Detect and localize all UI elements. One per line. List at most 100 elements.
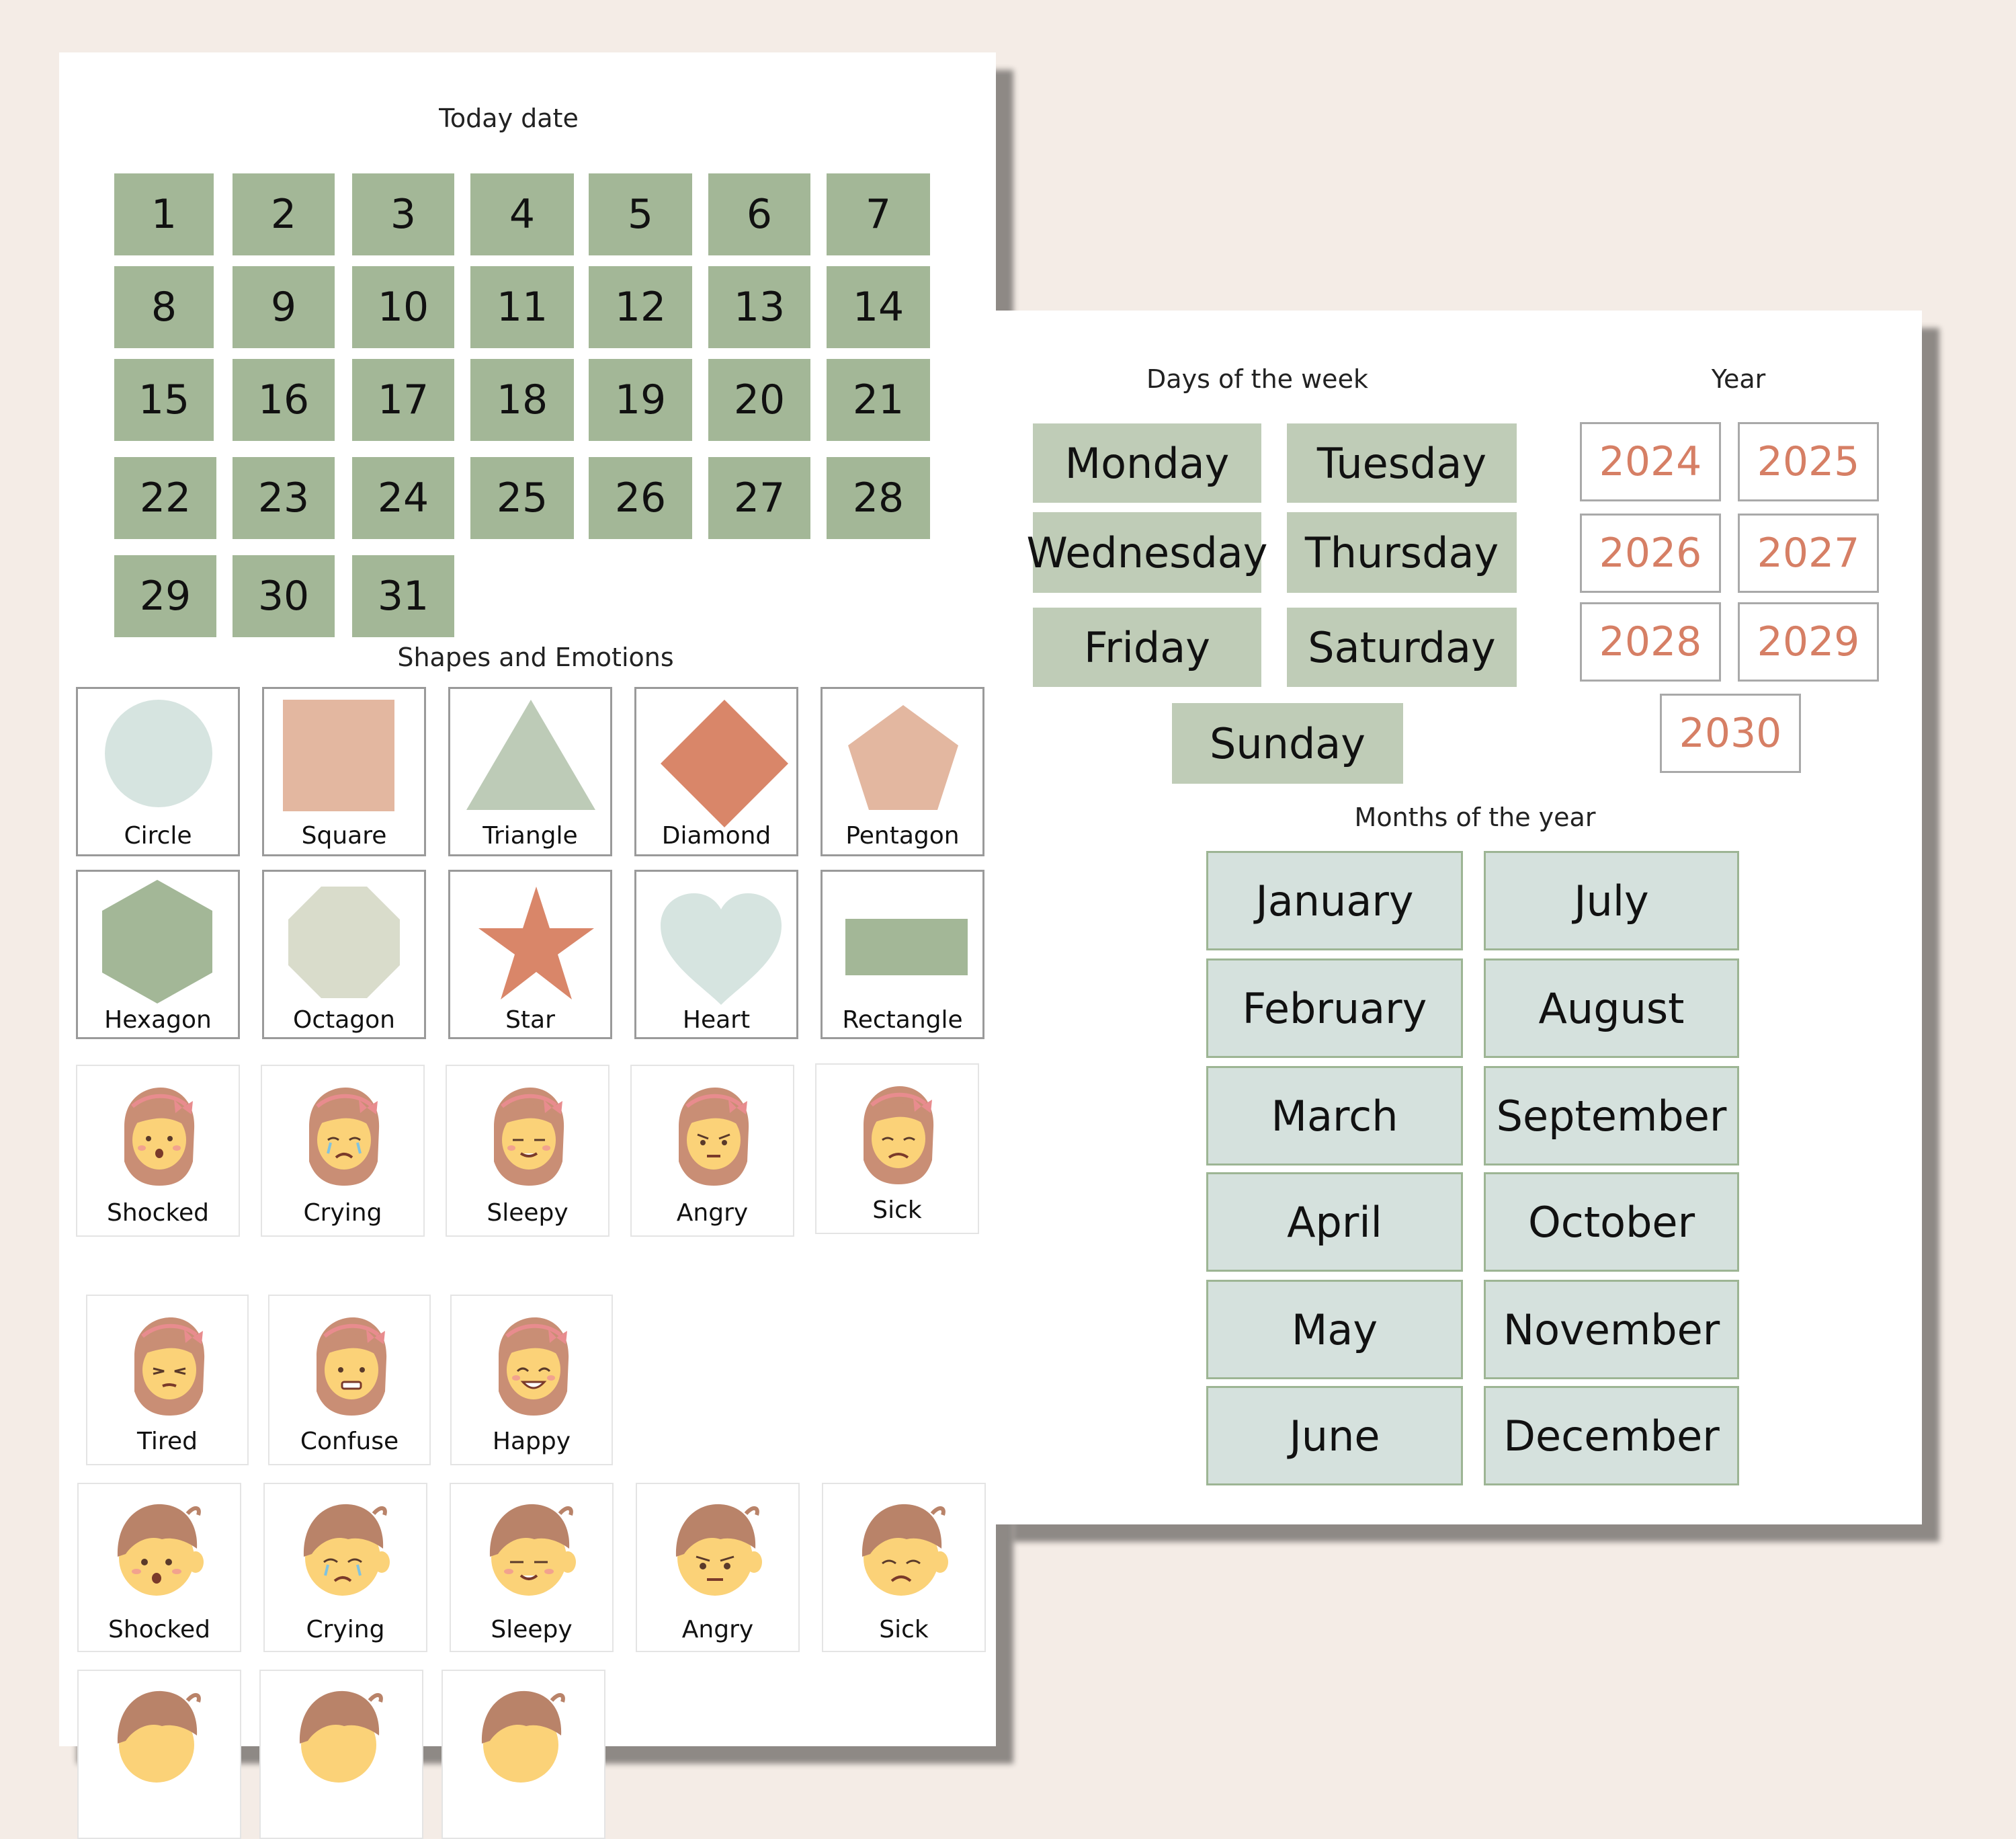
shape-label: Triangle bbox=[482, 822, 578, 850]
emotion-card-girl-crying: Crying bbox=[261, 1065, 425, 1237]
day-number-card: 26 bbox=[589, 457, 692, 539]
month-card: August bbox=[1484, 958, 1739, 1058]
girl-sick-face-icon bbox=[864, 1086, 934, 1184]
girl-shocked-face-icon bbox=[124, 1088, 195, 1186]
shape-card-triangle: Triangle bbox=[448, 687, 612, 856]
boy-shocked-face-icon bbox=[117, 1504, 204, 1596]
shape-label: Circle bbox=[124, 822, 192, 850]
emotion-card-boy-angry: Angry bbox=[636, 1483, 800, 1652]
emotion-label: Shocked bbox=[108, 1616, 211, 1643]
day-number-card: 17 bbox=[352, 359, 454, 441]
shape-card-pentagon: Pentagon bbox=[821, 687, 984, 856]
weekday-card: Friday bbox=[1033, 608, 1261, 687]
weekday-card: Tuesday bbox=[1287, 423, 1517, 503]
weekday-card: Monday bbox=[1033, 423, 1261, 503]
emotion-card-girl-happy: Happy bbox=[450, 1295, 613, 1465]
weekday-card: Saturday bbox=[1287, 608, 1517, 687]
emotion-card-boy-partial bbox=[442, 1670, 605, 1839]
shape-label: Octagon bbox=[293, 1006, 395, 1034]
day-number-card: 12 bbox=[589, 266, 692, 348]
month-card: July bbox=[1484, 851, 1739, 950]
shape-label: Star bbox=[505, 1006, 555, 1034]
days-of-week-heading: Days of the week bbox=[1146, 364, 1368, 394]
shape-label: Square bbox=[301, 822, 387, 850]
day-number-card: 19 bbox=[589, 359, 692, 441]
boy-face-icon bbox=[299, 1690, 383, 1783]
shapes-emotions-heading: Shapes and Emotions bbox=[397, 643, 674, 672]
month-card: June bbox=[1206, 1386, 1463, 1485]
emotion-card-girl-shocked: Shocked bbox=[76, 1065, 240, 1237]
emotion-card-girl-angry: Angry bbox=[630, 1065, 794, 1237]
shape-card-rectangle: Rectangle bbox=[821, 870, 984, 1039]
day-number-card: 21 bbox=[827, 359, 930, 441]
triangle-icon bbox=[466, 700, 595, 810]
octagon-icon bbox=[288, 887, 400, 998]
day-number-card: 1 bbox=[114, 173, 214, 255]
emotion-label: Happy bbox=[492, 1428, 571, 1455]
emotion-label: Crying bbox=[303, 1199, 382, 1227]
boy-sleepy-face-icon bbox=[489, 1504, 576, 1596]
heart-icon bbox=[661, 893, 782, 1005]
day-number-card: 6 bbox=[708, 173, 810, 255]
year-card: 2029 bbox=[1738, 602, 1879, 682]
boy-angry-face-icon bbox=[675, 1504, 762, 1596]
diamond-icon bbox=[661, 700, 788, 827]
year-card: 2027 bbox=[1738, 514, 1879, 593]
today-date-heading: Today date bbox=[439, 104, 579, 133]
emotion-label: Sick bbox=[872, 1196, 922, 1224]
day-number-card: 25 bbox=[470, 457, 574, 539]
boy-face-icon bbox=[117, 1690, 201, 1783]
year-heading: Year bbox=[1711, 364, 1766, 394]
day-number-card: 27 bbox=[708, 457, 810, 539]
month-card: March bbox=[1206, 1066, 1463, 1166]
weekday-card: Wednesday bbox=[1027, 512, 1267, 593]
girl-sleepy-face-icon bbox=[494, 1088, 564, 1186]
day-number-card: 31 bbox=[352, 555, 454, 637]
day-number-card: 14 bbox=[827, 266, 930, 348]
month-card: December bbox=[1484, 1386, 1739, 1485]
day-number-card: 2 bbox=[233, 173, 335, 255]
emotion-label: Sick bbox=[879, 1616, 929, 1643]
emotion-label: Angry bbox=[676, 1199, 749, 1227]
month-card: May bbox=[1206, 1280, 1463, 1379]
month-card: November bbox=[1484, 1280, 1739, 1379]
month-card: October bbox=[1484, 1172, 1739, 1272]
girl-tired-face-icon bbox=[134, 1317, 205, 1416]
month-card: September bbox=[1484, 1066, 1739, 1166]
girl-confuse-face-icon bbox=[317, 1317, 387, 1416]
boy-face-icon bbox=[481, 1690, 565, 1783]
shape-card-star: Star bbox=[448, 870, 612, 1039]
day-number-card: 18 bbox=[470, 359, 574, 441]
shape-label: Diamond bbox=[661, 822, 771, 850]
emotion-label: Confuse bbox=[300, 1428, 399, 1455]
girl-crying-face-icon bbox=[309, 1088, 380, 1186]
week-year-months-sheet: Days of the week Year Monday Tuesday Wed… bbox=[996, 311, 1922, 1524]
emotion-card-boy-crying: Crying bbox=[263, 1483, 427, 1652]
day-number-card: 30 bbox=[233, 555, 335, 637]
day-number-card: 8 bbox=[114, 266, 214, 348]
month-card: January bbox=[1206, 851, 1463, 950]
day-number-card: 9 bbox=[233, 266, 335, 348]
month-card: February bbox=[1206, 958, 1463, 1058]
day-number-card: 24 bbox=[352, 457, 454, 539]
day-number-card: 15 bbox=[114, 359, 214, 441]
shape-label: Heart bbox=[682, 1006, 751, 1034]
day-number-card: 3 bbox=[352, 173, 454, 255]
boy-crying-face-icon bbox=[303, 1504, 390, 1596]
month-card: April bbox=[1206, 1172, 1463, 1272]
day-number-card: 11 bbox=[470, 266, 574, 348]
shape-label: Hexagon bbox=[104, 1006, 212, 1034]
emotion-card-girl-sick: Sick bbox=[815, 1063, 979, 1234]
shape-label: Rectangle bbox=[842, 1006, 963, 1034]
emotion-label: Sleepy bbox=[487, 1199, 569, 1227]
hexagon-icon bbox=[102, 880, 212, 1004]
emotion-card-girl-confuse: Confuse bbox=[268, 1295, 431, 1465]
day-number-card: 4 bbox=[470, 173, 574, 255]
year-card: 2028 bbox=[1580, 602, 1721, 682]
year-card: 2030 bbox=[1660, 694, 1801, 773]
day-number-card: 5 bbox=[589, 173, 692, 255]
circle-icon bbox=[105, 700, 212, 807]
day-number-card: 16 bbox=[233, 359, 335, 441]
emotion-label: Tired bbox=[137, 1428, 198, 1455]
shape-card-square: Square bbox=[262, 687, 426, 856]
